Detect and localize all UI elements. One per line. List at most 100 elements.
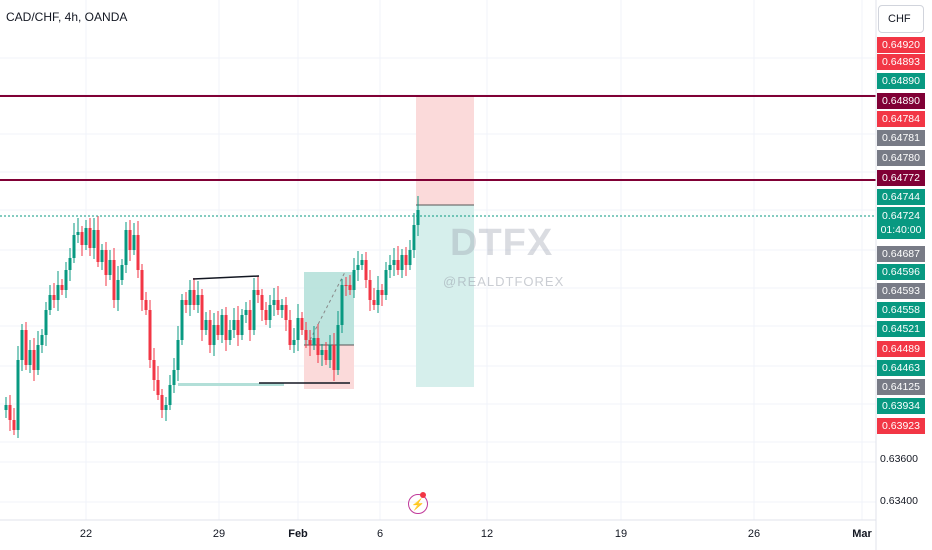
candle-body (160, 395, 164, 410)
candle-body (264, 310, 268, 320)
candle-body (368, 280, 372, 300)
price-label: 0.63923 (877, 418, 925, 434)
candle-body (172, 370, 176, 385)
candle-body (256, 290, 260, 295)
time-label: Mar (852, 528, 872, 540)
price-label: 0.64780 (877, 150, 925, 166)
watermark-logo: DTFX (450, 222, 554, 264)
candle-body (192, 290, 196, 305)
candle-body (208, 320, 212, 345)
candle-body (36, 345, 40, 370)
liquidity-zone (178, 383, 284, 386)
price-label: 0.64890 (877, 73, 925, 89)
candle-body (120, 265, 124, 280)
symbol-title[interactable]: CAD/CHF, 4h, OANDA (6, 10, 128, 24)
bar-countdown: 01:40:00 (880, 224, 922, 236)
candle-body (132, 235, 136, 250)
candle-body (108, 260, 112, 275)
price-label: 0.64593 (877, 283, 925, 299)
candle-body (4, 405, 8, 410)
candle-body (304, 330, 308, 340)
candle-body (28, 350, 32, 365)
candles (4, 196, 420, 438)
candle-body (180, 300, 184, 340)
candle-body (284, 305, 288, 320)
candle-body (280, 305, 284, 310)
candle-body (8, 405, 12, 420)
trend-line (192, 275, 260, 280)
candle-body (96, 230, 100, 262)
position-zones (178, 97, 474, 389)
candle-body (112, 260, 116, 300)
candle-body (228, 330, 232, 340)
candle-body (188, 290, 192, 305)
candle-body (288, 320, 292, 345)
candle-body (276, 300, 280, 310)
candle-body (76, 232, 80, 235)
candle-body (156, 380, 160, 395)
candle-body (220, 315, 224, 335)
time-label: 22 (79, 528, 93, 540)
candle-body (364, 260, 368, 280)
currency-button[interactable]: CHF (878, 5, 924, 33)
candle-body (224, 315, 228, 340)
candle-body (372, 300, 376, 305)
candle-body (216, 325, 220, 335)
candle-body (184, 300, 188, 305)
candle-body (176, 340, 180, 370)
price-label: 0.64784 (877, 111, 925, 127)
candle-body (400, 255, 404, 270)
short-target-zone (416, 205, 474, 387)
candle-body (40, 335, 44, 345)
candle-body (136, 235, 140, 270)
candle-body (100, 250, 104, 262)
price-label: 0.64687 (877, 246, 925, 262)
lightning-bolt-icon[interactable]: ⚡ (408, 494, 428, 514)
axis-price: 0.63400 (880, 495, 918, 507)
price-label: 0.64781 (877, 130, 925, 146)
price-label: 0.64521 (877, 321, 925, 337)
candle-body (408, 250, 412, 265)
candle-body (104, 250, 108, 275)
time-label: 12 (480, 528, 494, 540)
candle-body (396, 260, 400, 270)
candle-body (352, 270, 356, 290)
axis-price: 0.63600 (880, 453, 918, 465)
price-label: 0.64920 (877, 37, 925, 53)
candle-body (392, 260, 396, 265)
candle-body (128, 230, 132, 250)
candle-body (340, 285, 344, 325)
candle-body (388, 265, 392, 270)
candle-body (212, 325, 216, 345)
time-label: Feb (288, 528, 308, 540)
candle-body (92, 230, 96, 248)
candle-body (332, 345, 336, 370)
candle-body (164, 405, 168, 410)
candle-body (320, 350, 324, 355)
candle-body (240, 315, 244, 335)
candle-body (292, 340, 296, 345)
candle-body (360, 260, 364, 265)
candle-body (88, 228, 92, 248)
candle-body (32, 350, 36, 370)
price-label: 0.64893 (877, 54, 925, 70)
candle-body (12, 420, 16, 430)
candle-body (416, 210, 420, 225)
time-label: 29 (212, 528, 226, 540)
candle-body (316, 338, 320, 355)
candle-body (268, 305, 272, 320)
current-price-value: 0.64724 (882, 210, 920, 222)
price-label: 0.64125 (877, 379, 925, 395)
price-label: 0.63934 (877, 398, 925, 414)
candle-body (356, 265, 360, 270)
candle-body (380, 290, 384, 295)
candle-body (300, 318, 304, 330)
time-label: 26 (747, 528, 761, 540)
candle-body (56, 285, 60, 300)
candle-body (308, 340, 312, 345)
candle-body (324, 350, 328, 360)
candle-body (204, 320, 208, 330)
candle-body (272, 300, 276, 305)
candle-body (344, 285, 348, 286)
